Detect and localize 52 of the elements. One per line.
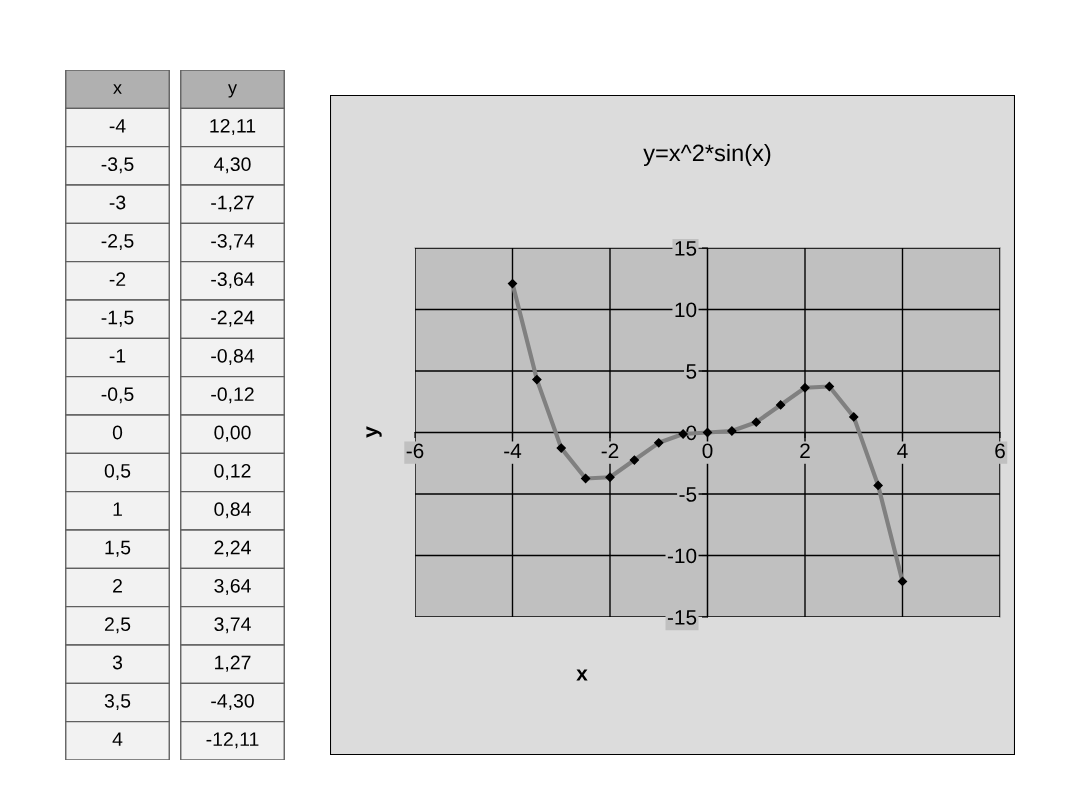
- text: -0,5: [101, 387, 134, 404]
- x-axis-title: x: [576, 669, 588, 681]
- x-tick-label: -6: [406, 443, 424, 459]
- text: 3,5: [104, 693, 131, 711]
- text: 4,30: [214, 157, 251, 174]
- text: 3,64: [214, 578, 251, 596]
- text: 2,24: [214, 540, 251, 557]
- x-tick-label: -2: [601, 443, 619, 459]
- text: -3,64: [211, 272, 255, 289]
- text: -2,24: [211, 310, 255, 327]
- text: -2,5: [101, 233, 134, 251]
- text: 4: [112, 732, 123, 746]
- text: -0,84: [211, 348, 255, 366]
- y-tick-label: 15: [675, 241, 697, 256]
- text: -12,11: [206, 732, 259, 749]
- x-tick-label: 2: [800, 443, 810, 459]
- text: 1,5: [105, 540, 131, 557]
- text: -1: [109, 349, 126, 363]
- y-tick-label: 5: [686, 364, 697, 379]
- text: -4,30: [211, 693, 254, 711]
- y-tick-label: -10: [667, 548, 697, 564]
- text: 3,74: [214, 617, 251, 634]
- y-tick-label: -15: [667, 610, 697, 625]
- x-tick-label: 0: [702, 443, 713, 459]
- x-tick-label: -4: [504, 443, 522, 459]
- text: 2: [113, 578, 122, 593]
- text: 1,27: [215, 655, 251, 672]
- text: -0,12: [211, 387, 254, 404]
- text: 0,12: [214, 463, 251, 481]
- text: -1,5: [101, 310, 134, 327]
- text: x: [113, 84, 122, 94]
- text: 2,5: [104, 617, 131, 634]
- x-tick-label: 4: [897, 443, 908, 459]
- text: -4: [109, 119, 126, 133]
- text: 0,84: [214, 502, 251, 519]
- text: -2: [109, 272, 126, 286]
- chart-title: y=x^2*sin(x): [643, 144, 771, 166]
- text: -1,27: [211, 195, 254, 212]
- text: 1: [113, 502, 122, 516]
- text: 0: [112, 425, 123, 440]
- text: y: [228, 84, 237, 98]
- text: -3: [109, 195, 126, 210]
- text: 0,5: [104, 463, 131, 481]
- x-tick-label: 6: [995, 443, 1005, 459]
- y-tick-label: 10: [675, 302, 697, 318]
- text: 3: [112, 655, 123, 670]
- text: -3,74: [211, 233, 255, 251]
- text: 12,11: [210, 118, 256, 136]
- text: -3,5: [101, 157, 134, 174]
- y-axis-title: y: [366, 426, 382, 438]
- text: 0,00: [214, 425, 251, 442]
- y-tick-label: -5: [679, 487, 697, 502]
